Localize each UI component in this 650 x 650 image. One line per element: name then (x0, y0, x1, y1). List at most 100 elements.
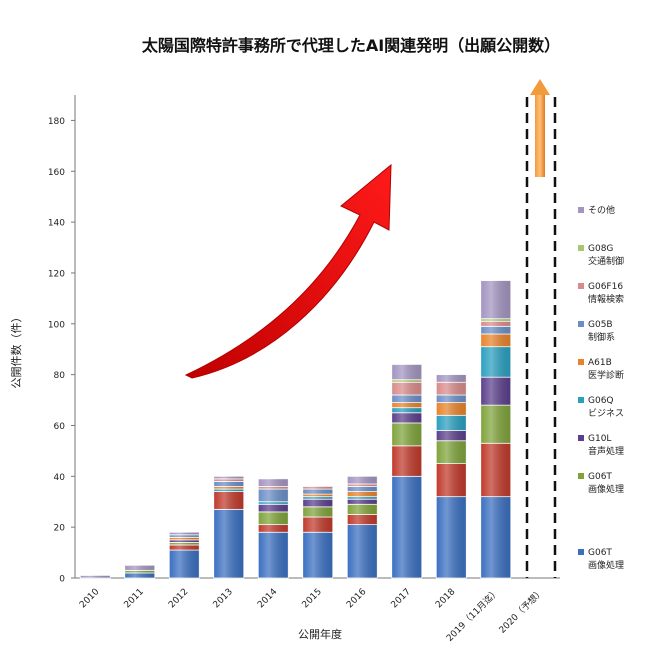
bar-segment (257, 503, 289, 513)
bar-segment (346, 514, 378, 526)
bar-segment (302, 486, 334, 490)
bar-segment (346, 486, 378, 492)
bar-segment (391, 381, 423, 396)
y-tick-label: 20 (54, 524, 66, 534)
bar-segment (480, 404, 512, 444)
y-tick-label: 40 (54, 473, 66, 483)
bar-segment (480, 280, 512, 320)
x-tick-label: 2010 (78, 587, 101, 610)
forecast-up-arrow-icon (530, 79, 550, 177)
legend-swatch (578, 397, 584, 403)
legend-swatch (578, 435, 584, 441)
bar-segment (435, 496, 467, 579)
legend-label: A61B (588, 358, 612, 368)
bar-segment (435, 374, 467, 383)
x-tick-label: 2020（予想） (496, 586, 546, 636)
bar-segment (213, 508, 245, 579)
y-tick-label: 140 (48, 219, 65, 229)
bar-segment (257, 511, 289, 526)
legend-label: G08G (588, 244, 613, 254)
bar-segment (435, 430, 467, 442)
bar-stack-7 (391, 364, 423, 579)
bar-segment (480, 346, 512, 378)
legend-label: その他 (588, 204, 615, 216)
bar-segment (346, 498, 378, 505)
bar-segment (213, 491, 245, 510)
legend-label: 医学診断 (588, 369, 624, 381)
bar-segment (391, 445, 423, 477)
bar-segment (480, 325, 512, 335)
x-tick-label: 2014 (256, 587, 279, 610)
legend-label: 音声処理 (588, 445, 624, 457)
legend-label: G05B (588, 320, 613, 330)
bar-segment (79, 575, 111, 579)
bar-segment (435, 440, 467, 465)
bar-segment (346, 475, 378, 485)
bar-segment (257, 488, 289, 503)
x-tick-label: 2017 (390, 587, 413, 610)
bar-segment (480, 376, 512, 406)
bar-stack-0 (79, 575, 111, 579)
x-tick-label: 2016 (345, 587, 368, 610)
bar-stack-1 (124, 564, 156, 579)
bar-segment (124, 572, 156, 579)
legend-swatch (578, 473, 584, 479)
y-tick-label: 80 (54, 371, 66, 381)
bar-segment (257, 524, 289, 533)
legend-label: 情報検索 (588, 293, 624, 305)
bar-segment (124, 564, 156, 571)
bar-segment (435, 414, 467, 431)
x-tick-label: 2012 (167, 587, 190, 610)
x-tick-label: 2013 (212, 587, 235, 610)
bar-segment (168, 549, 200, 579)
bar-stack-8 (435, 374, 467, 579)
x-tick-label: 2011 (123, 587, 146, 610)
legend-swatch (578, 245, 584, 251)
bar-segment (480, 333, 512, 348)
legend-label: 交通制御 (588, 255, 624, 267)
legend-label: G06Q (588, 396, 614, 406)
bar-segment (391, 412, 423, 424)
legend-swatch (578, 549, 584, 555)
bar-stack-9 (480, 280, 512, 579)
bar-segment (391, 394, 423, 403)
legend-label: G06T (588, 472, 612, 482)
bar-segment (480, 442, 512, 498)
bar-segment (302, 531, 334, 579)
bar-segment (391, 475, 423, 579)
legend-swatch (578, 283, 584, 289)
bar-segment (302, 516, 334, 533)
legend-label: 制御系 (588, 331, 615, 343)
legend-label: G06F16 (588, 282, 623, 292)
y-tick-label: 0 (59, 575, 65, 585)
bar-segment (435, 394, 467, 403)
bar-segment (480, 496, 512, 579)
bar-segment (168, 544, 200, 551)
bar-segment (302, 506, 334, 518)
legend-item: G06Q ビジネス (578, 396, 624, 419)
x-axis-label: 公開年度 (298, 628, 342, 641)
bar-segment (346, 524, 378, 579)
legend-item: その他 (578, 204, 615, 216)
x-tick-label: 2015 (301, 587, 324, 610)
bar-segment (257, 531, 289, 579)
bar-segment (391, 422, 423, 447)
y-tick-label: 180 (48, 117, 65, 127)
growth-arrow-icon (184, 163, 392, 379)
chart-title: 太陽国際特許事務所で代理したAI関連発明（出願公開数） (141, 36, 561, 55)
bar-segment (168, 531, 200, 536)
legend-label: G06T (588, 548, 612, 558)
bar-segment (480, 320, 512, 327)
y-tick-label: 160 (48, 168, 65, 178)
y-tick-label: 100 (48, 320, 65, 330)
legend-label: 画像処理 (588, 483, 624, 495)
x-tick-label: 2018 (434, 587, 457, 610)
bar-segment (346, 503, 378, 515)
